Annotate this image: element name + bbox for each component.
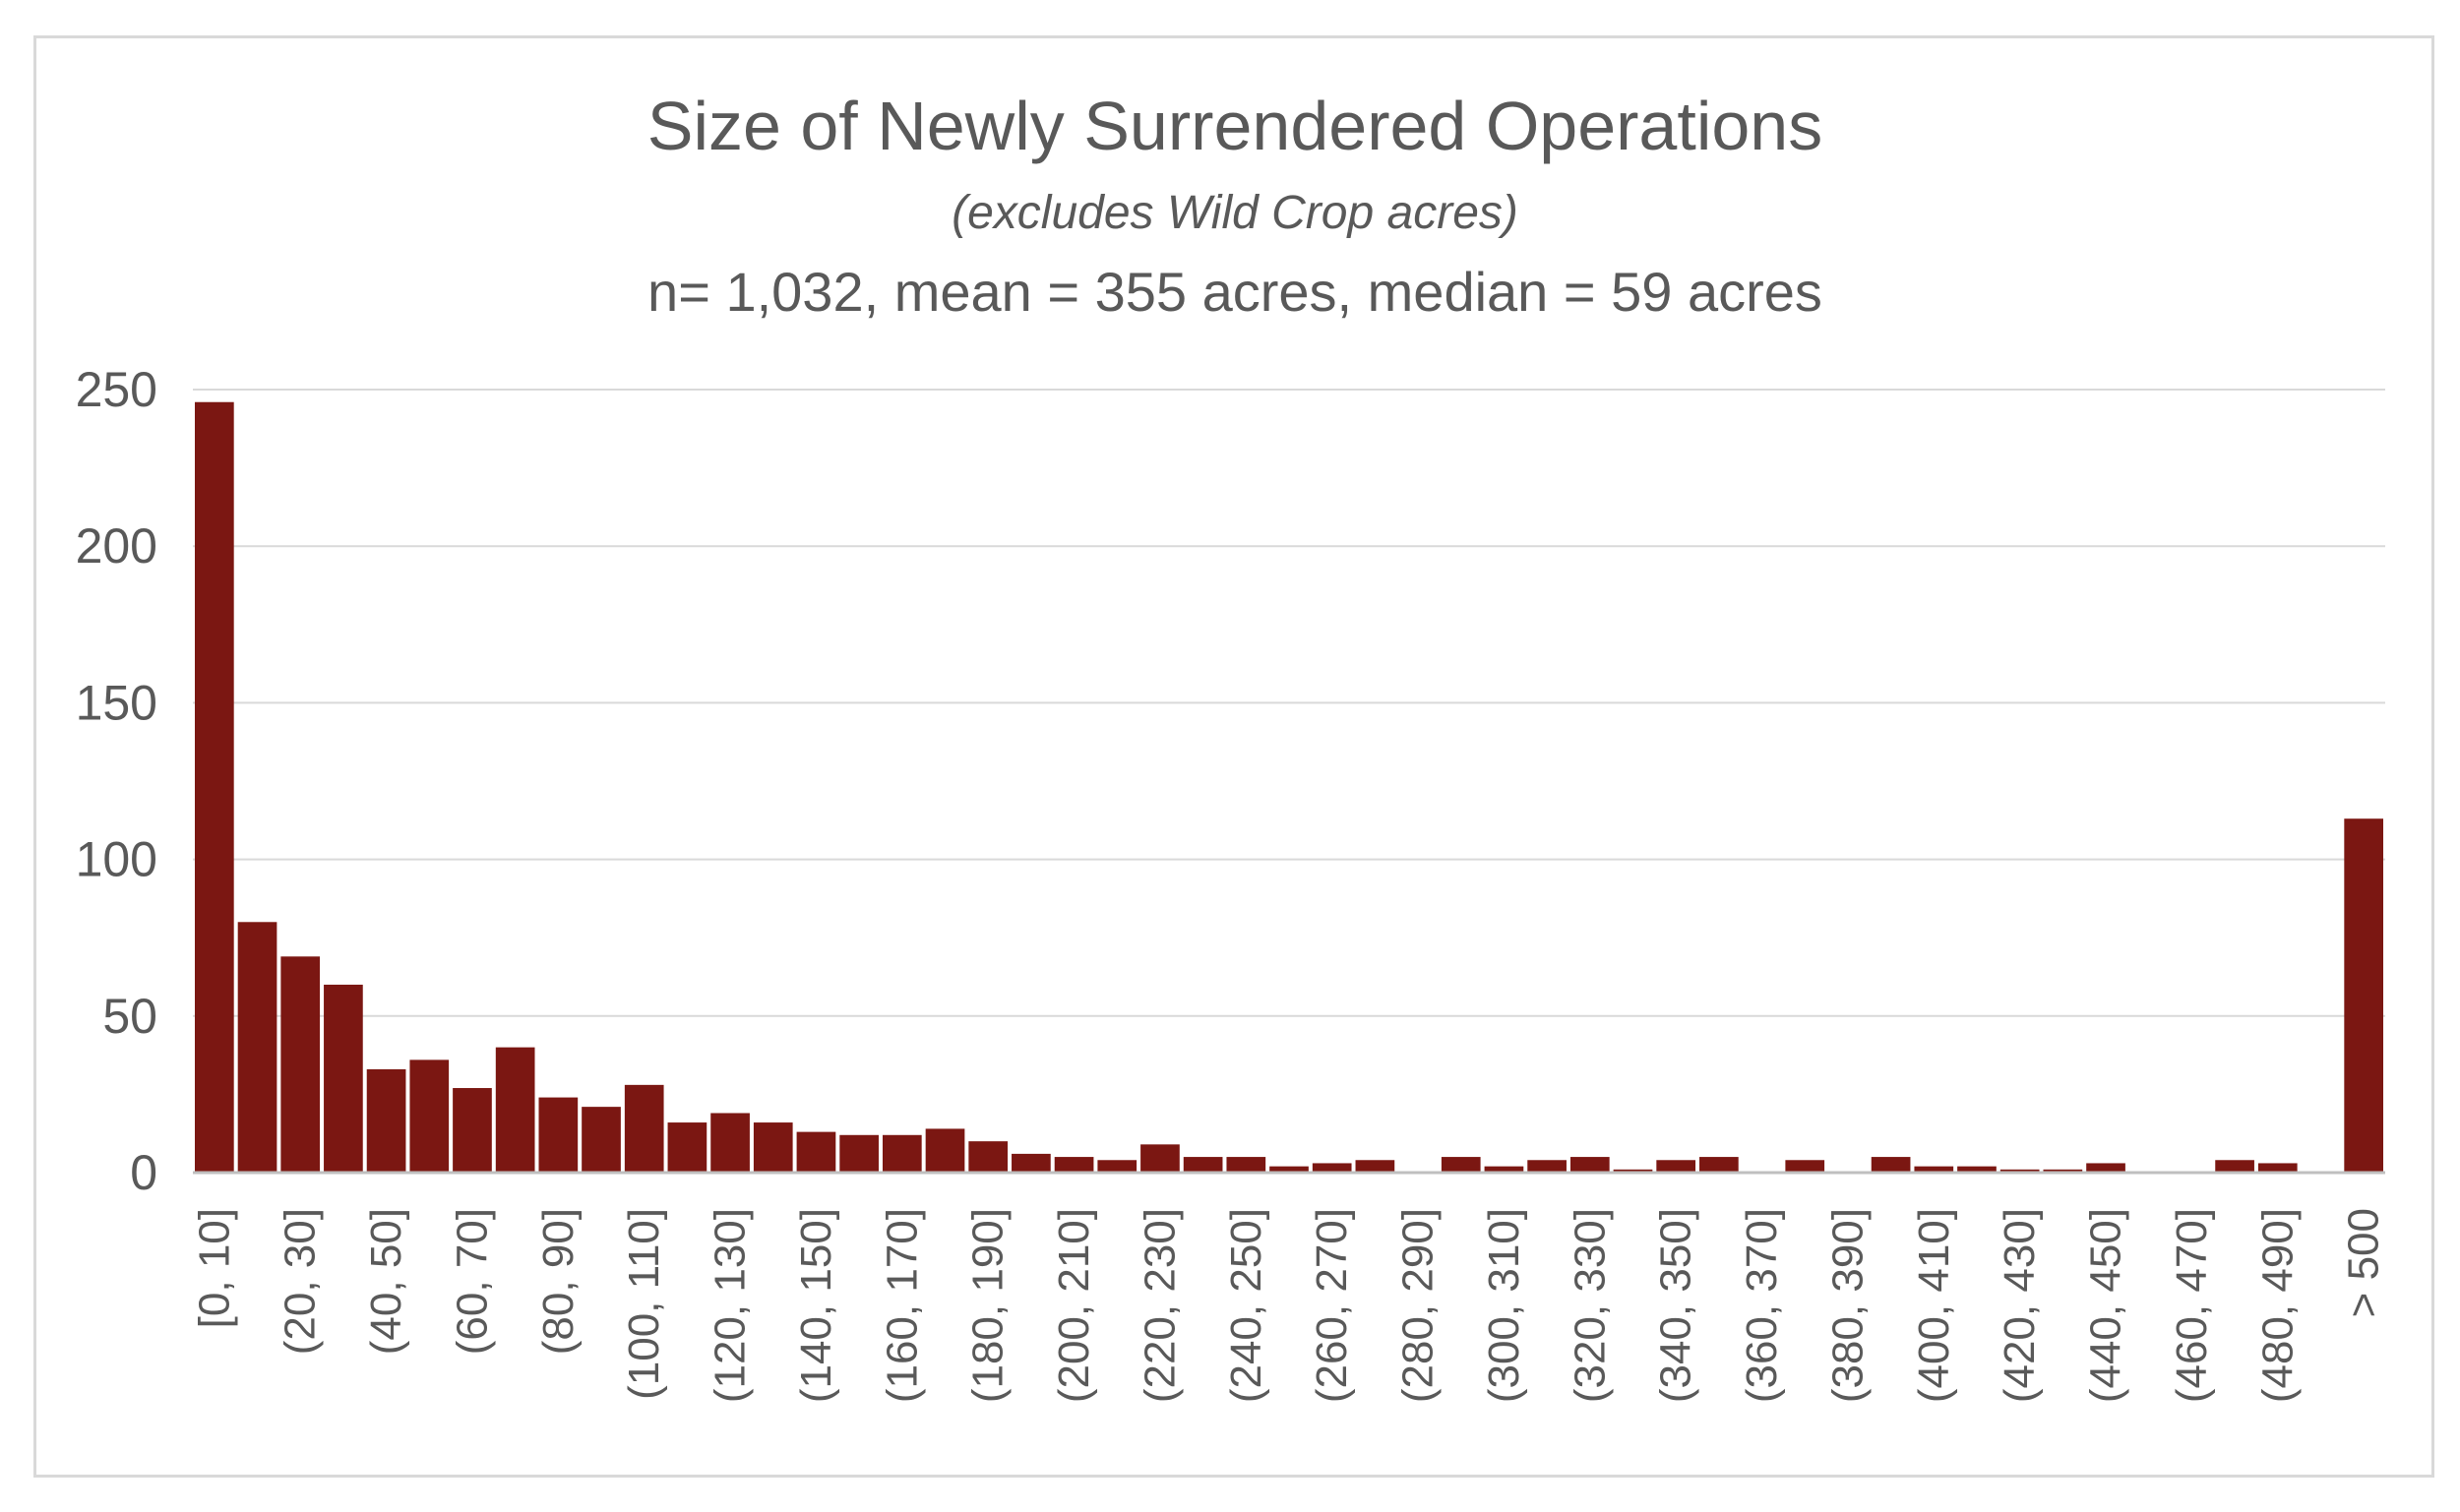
y-tick-label: 50	[102, 989, 157, 1044]
bar	[925, 1128, 965, 1173]
bar	[1355, 1160, 1395, 1173]
bar	[1785, 1160, 1825, 1173]
bar	[1312, 1163, 1352, 1173]
x-tick-label: (160, 170]	[878, 1208, 926, 1403]
bar	[667, 1122, 707, 1173]
bar	[1226, 1157, 1266, 1173]
bar	[2344, 818, 2383, 1173]
chart-subtitle: (excludes Wild Crop acres)	[952, 187, 1518, 239]
bar	[1914, 1166, 1954, 1173]
bar	[1183, 1157, 1223, 1173]
bar	[796, 1131, 836, 1173]
x-tick-label: (100, 110]	[620, 1208, 668, 1400]
chart-stats-line: n= 1,032, mean = 355 acres, median = 59 …	[647, 261, 1822, 323]
bar	[1097, 1160, 1138, 1173]
y-tick-label: 200	[76, 518, 157, 574]
bar	[366, 1068, 406, 1173]
x-tick-label: (480, 490]	[2253, 1208, 2302, 1403]
bar	[2043, 1169, 2083, 1173]
x-tick-label: (240, 250]	[1222, 1208, 1270, 1403]
y-axis-ticks: 0 50 100 150 200 250	[76, 362, 157, 1200]
bar	[1527, 1160, 1567, 1173]
bar	[495, 1047, 535, 1173]
bar	[1269, 1166, 1309, 1173]
chart-frame	[33, 35, 2434, 1478]
bar	[710, 1113, 750, 1173]
bar	[582, 1107, 621, 1173]
bar	[1441, 1157, 1481, 1173]
x-tick-label: > 500	[2340, 1208, 2388, 1317]
bar	[1871, 1157, 1911, 1173]
bar	[409, 1059, 450, 1173]
x-tick-label: (440, 450]	[2082, 1208, 2130, 1403]
x-tick-label: [0, 10]	[190, 1208, 238, 1328]
x-tick-label: (340, 350]	[1652, 1208, 1700, 1403]
bar	[1656, 1160, 1696, 1173]
bar	[624, 1084, 664, 1173]
x-tick-label: (60, 70]	[448, 1208, 496, 1355]
x-tick-label: (460, 470]	[2168, 1208, 2216, 1403]
x-tick-label: (80, 90]	[534, 1208, 583, 1355]
y-tick-label: 100	[76, 832, 157, 887]
bar	[1140, 1144, 1180, 1173]
bar	[2086, 1163, 2125, 1173]
x-tick-label: (320, 330]	[1566, 1208, 1614, 1403]
bar	[1957, 1166, 1997, 1173]
x-tick-label: (120, 130]	[707, 1208, 755, 1403]
bars	[195, 401, 2383, 1174]
bar	[1054, 1157, 1094, 1173]
x-tick-label: (380, 390]	[1823, 1208, 1872, 1403]
x-tick-label: (300, 310]	[1480, 1208, 1528, 1403]
x-axis-ticks: [0, 10] (20, 30] (40, 50] (60, 70] (80, 90] (…	[190, 1208, 2387, 1403]
x-tick-label: (260, 270]	[1308, 1208, 1356, 1403]
x-tick-label: (280, 290]	[1394, 1208, 1443, 1403]
x-tick-label: (40, 50]	[362, 1208, 410, 1355]
bar	[280, 956, 321, 1173]
y-tick-label: 0	[130, 1145, 157, 1200]
bar	[753, 1122, 793, 1173]
bar	[839, 1134, 879, 1173]
y-tick-label: 150	[76, 675, 157, 730]
bar	[324, 984, 363, 1173]
x-tick-label: (20, 30]	[277, 1208, 325, 1355]
x-tick-label: (400, 410]	[1910, 1208, 1958, 1403]
x-tick-label: (220, 230]	[1136, 1208, 1184, 1403]
bar	[2215, 1160, 2254, 1173]
bar	[1012, 1153, 1051, 1173]
bar	[1569, 1157, 1610, 1173]
gridlines	[193, 389, 2385, 1017]
bar	[453, 1088, 492, 1173]
bar	[968, 1141, 1009, 1173]
bar	[1613, 1169, 1653, 1173]
bar	[1484, 1166, 1524, 1173]
bar	[1699, 1157, 1739, 1173]
x-tick-label: (140, 150]	[792, 1208, 840, 1403]
y-tick-label: 250	[76, 362, 157, 417]
bar	[882, 1134, 922, 1173]
bar	[2257, 1163, 2298, 1173]
bar	[195, 401, 234, 1174]
chart-title: Size of Newly Surrendered Operations	[647, 88, 1822, 164]
bar	[237, 922, 277, 1173]
bar	[1999, 1169, 2040, 1173]
x-tick-label: (180, 190]	[964, 1208, 1013, 1403]
x-tick-label: (360, 370]	[1738, 1208, 1786, 1403]
x-tick-label: (200, 210]	[1050, 1208, 1098, 1403]
x-tick-label: (420, 430]	[1996, 1208, 2044, 1403]
bar	[538, 1097, 579, 1173]
